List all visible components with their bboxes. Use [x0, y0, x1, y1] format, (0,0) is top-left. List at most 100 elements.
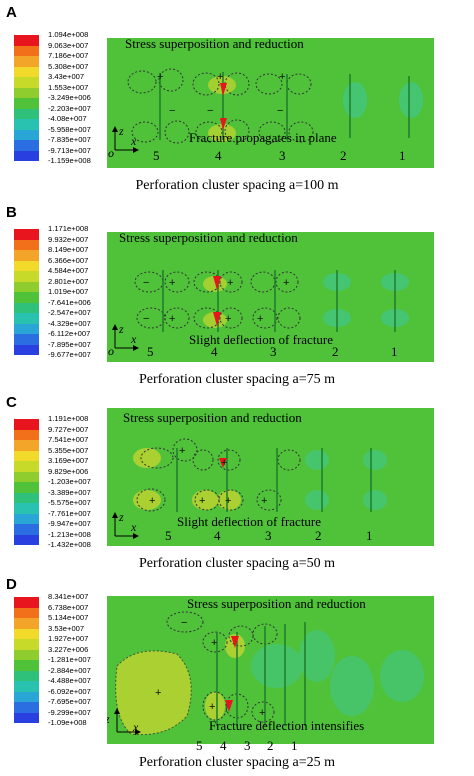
legend-value: 3.53e+007 [48, 623, 85, 633]
panel-d: D 8.341e+007 6.738e+007 5.134e+007 3.53e+00… [0, 572, 474, 776]
stress-contours: − + + + − + + + [134, 270, 409, 332]
cluster-number-2: 2 [315, 528, 322, 543]
panel-caption: Perforation cluster spacing a=100 m [135, 178, 339, 193]
axis-x-label: x [131, 520, 137, 534]
legend-swatch [14, 534, 39, 545]
legend-value: 1.094e+008 [48, 30, 89, 39]
legend-swatch [14, 108, 39, 119]
panel-a: A 1.094e+008 9.063e+007 7.186e+007 5.308e+0… [0, 0, 474, 195]
axis-triad: z x o [108, 124, 139, 160]
legend-swatch [14, 513, 39, 524]
svg-text:−: − [143, 277, 149, 289]
legend-value: -9.947e+007 [48, 519, 91, 528]
axis-triad: z x [107, 706, 141, 736]
panel-label: C [6, 394, 17, 411]
legend-swatch [14, 313, 39, 324]
stress-field-plot: + − + − + − Stress superposition and reducti… [107, 38, 434, 168]
cluster-number-1: 1 [366, 528, 373, 543]
svg-text:+: + [261, 495, 267, 507]
cluster-number-5: 5 [196, 738, 203, 753]
cluster-number-4: 4 [215, 148, 222, 163]
legend-swatch [14, 691, 39, 702]
legend-swatch [14, 56, 39, 67]
legend-swatch [14, 660, 39, 671]
legend-swatch [14, 419, 39, 430]
legend-value: 9.063e+007 [48, 40, 89, 50]
legend-swatch [14, 461, 39, 472]
legend-value: 3.43e+007 [48, 72, 85, 81]
legend-value: -7.835e+007 [48, 135, 91, 144]
svg-text:+: + [257, 313, 263, 325]
legend-value: -1.281e+007 [48, 655, 91, 664]
legend-value: -7.695e+007 [48, 697, 91, 706]
legend-swatch [14, 77, 39, 88]
cluster-number-5: 5 [147, 344, 154, 359]
legend-swatch [14, 450, 39, 461]
legend-swatch [14, 639, 39, 650]
axis-x-label: x [131, 332, 137, 346]
legend-value: -6.092e+007 [48, 686, 91, 696]
legend-value: 1.171e+008 [48, 224, 89, 233]
svg-text:+: + [199, 495, 205, 507]
axis-z-label: z [119, 510, 124, 524]
legend-value: 1.553e+007 [48, 82, 89, 92]
svg-text:+: + [149, 495, 155, 507]
axis-x-label: x [131, 134, 137, 148]
legend-value: -5.575e+007 [48, 498, 91, 507]
svg-text:+: + [211, 637, 217, 649]
legend-swatch [14, 429, 39, 440]
legend-swatch [14, 98, 39, 109]
legend-value: -7.641e+006 [48, 297, 91, 307]
legend-value: -9.713e+007 [48, 145, 91, 155]
cluster-number-2: 2 [332, 344, 339, 359]
annotation-bottom: Fracture propagates in plane [189, 130, 337, 145]
legend-value: 8.149e+007 [48, 245, 89, 254]
legend-value: -7.895e+007 [48, 339, 91, 349]
panel-label: D [6, 576, 17, 593]
legend-value: 1.019e+007 [48, 287, 89, 296]
legend-swatch [14, 35, 39, 46]
svg-text:−: − [207, 105, 213, 117]
cluster-number-1: 1 [391, 344, 398, 359]
legend-swatch [14, 344, 39, 355]
axis-triad: z x [109, 510, 139, 540]
legend-swatch [14, 66, 39, 77]
panel-caption: Perforation cluster spacing a=75 m [138, 372, 336, 387]
annotation-top: Stress superposition and reduction [125, 38, 304, 51]
legend-swatch [14, 239, 39, 250]
annotation-top: Stress superposition and reduction [119, 232, 298, 245]
legend-swatch [14, 119, 39, 130]
svg-text:−: − [181, 617, 187, 629]
legend-swatch [14, 271, 39, 282]
legend-swatch [14, 129, 39, 140]
legend-swatch [14, 681, 39, 692]
legend-value: 9.727e+007 [48, 424, 89, 434]
legend-swatch [14, 503, 39, 514]
svg-text:−: − [143, 313, 149, 325]
legend-swatch [14, 492, 39, 503]
legend-value: 6.366e+007 [48, 255, 89, 265]
legend-value: -5.958e+007 [48, 124, 91, 134]
legend-value: -4.329e+007 [48, 318, 91, 328]
annotation-bottom: Slight deflection of fracture [189, 332, 334, 347]
legend-swatch [14, 712, 39, 723]
legend-swatch [14, 670, 39, 681]
legend-value: -1.09e+008 [48, 718, 87, 727]
legend-value: -1.159e+008 [48, 156, 91, 165]
cluster-number-3: 3 [270, 344, 277, 359]
cluster-number-4: 4 [211, 344, 218, 359]
svg-text:+: + [217, 71, 223, 83]
legend-swatch [14, 87, 39, 98]
legend-swatch [14, 628, 39, 639]
legend-value: -1.213e+008 [48, 529, 91, 539]
legend-swatch [14, 597, 39, 608]
annotation-bottom: Fracture deflection intensifies [209, 718, 365, 733]
legend-value: 6.738e+007 [48, 602, 89, 612]
panel-label: B [6, 204, 17, 221]
legend-swatch [14, 440, 39, 451]
legend-value: 7.541e+007 [48, 435, 89, 444]
legend-value: -9.677e+007 [48, 350, 91, 359]
legend-value: -9.299e+007 [48, 707, 91, 717]
cluster-number-3: 3 [244, 738, 251, 753]
axis-triad: z x o [108, 322, 139, 358]
